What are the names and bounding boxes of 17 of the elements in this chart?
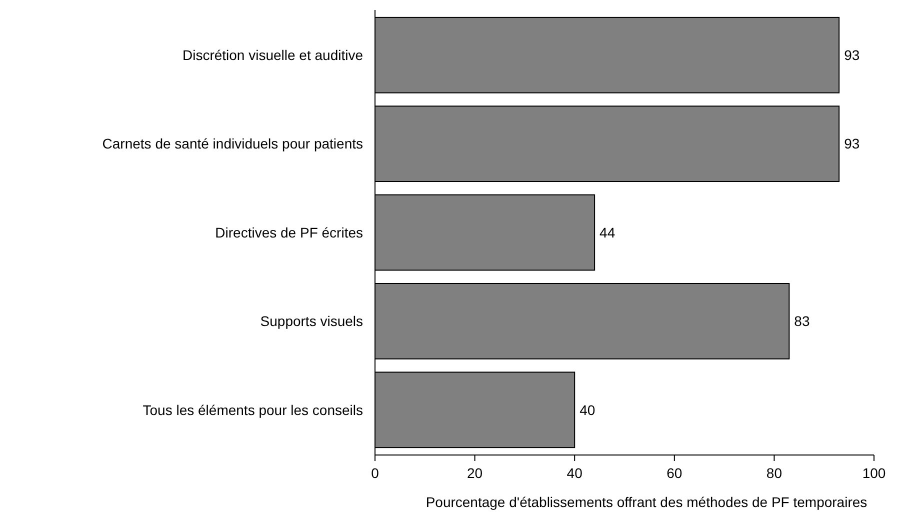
y-tick-label: Directives de PF écrites	[215, 224, 363, 240]
y-tick-label: Discrétion visuelle et auditive	[182, 47, 364, 64]
data-label: 93	[844, 47, 860, 64]
data-label: 40	[580, 402, 596, 418]
x-tick-label: 60	[666, 465, 682, 481]
data-label: 93	[844, 136, 860, 152]
y-tick-label: Carnets de santé individuels pour patients	[102, 136, 363, 152]
y-tick-label: Supports visuels	[260, 313, 363, 330]
x-tick-label: 80	[766, 465, 782, 481]
data-label: 44	[600, 224, 616, 240]
x-tick-label: 100	[862, 465, 886, 481]
x-tick-label: 20	[467, 465, 483, 481]
y-tick-label: Tous les éléments pour les conseils	[142, 402, 363, 418]
x-tick-label: 40	[566, 465, 583, 481]
data-label: 83	[794, 313, 810, 330]
x-tick-label: 0	[371, 465, 380, 481]
x-axis-title: Pourcentage d'établissements offrant des méthodes de PF temporaires	[426, 494, 868, 510]
